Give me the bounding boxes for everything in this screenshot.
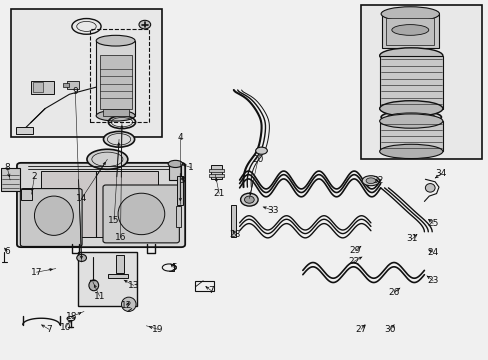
- Ellipse shape: [391, 24, 428, 35]
- Text: 19: 19: [152, 325, 163, 334]
- Bar: [379, 56, 442, 109]
- Bar: [21, 189, 31, 200]
- Text: 6: 6: [4, 247, 10, 256]
- Ellipse shape: [379, 114, 442, 128]
- Bar: [96, 41, 135, 116]
- Bar: [90, 29, 148, 122]
- Ellipse shape: [168, 160, 183, 167]
- Text: 33: 33: [266, 206, 278, 215]
- Text: 26: 26: [388, 288, 399, 297]
- Ellipse shape: [77, 254, 86, 261]
- Ellipse shape: [87, 149, 127, 169]
- FancyBboxPatch shape: [103, 185, 179, 243]
- Bar: [30, 81, 54, 94]
- Text: 7: 7: [208, 286, 214, 295]
- Ellipse shape: [96, 35, 135, 46]
- Bar: [116, 255, 124, 273]
- Bar: [100, 55, 131, 109]
- Bar: [78, 252, 136, 306]
- Bar: [16, 127, 33, 134]
- Bar: [176, 206, 181, 227]
- Text: 22: 22: [347, 257, 359, 266]
- Bar: [379, 121, 442, 152]
- Text: 8: 8: [4, 163, 10, 172]
- Bar: [177, 176, 183, 205]
- Bar: [67, 81, 79, 89]
- Bar: [209, 174, 224, 177]
- Text: 29: 29: [349, 246, 360, 255]
- Text: 18: 18: [66, 312, 78, 321]
- Text: 7: 7: [46, 325, 52, 334]
- Text: 10: 10: [60, 323, 71, 332]
- Ellipse shape: [379, 101, 442, 116]
- Bar: [63, 83, 69, 87]
- Text: 14: 14: [76, 194, 87, 203]
- Text: 34: 34: [435, 169, 446, 178]
- FancyBboxPatch shape: [20, 189, 82, 247]
- Text: 12: 12: [121, 301, 132, 310]
- Ellipse shape: [379, 144, 442, 158]
- Bar: [102, 109, 128, 116]
- Ellipse shape: [380, 111, 441, 123]
- Text: 20: 20: [252, 155, 263, 164]
- Ellipse shape: [380, 7, 439, 21]
- Ellipse shape: [34, 196, 73, 235]
- Ellipse shape: [89, 280, 99, 291]
- FancyBboxPatch shape: [17, 163, 185, 247]
- Bar: [381, 14, 438, 48]
- Text: 30: 30: [384, 325, 395, 334]
- Text: 16: 16: [115, 233, 126, 242]
- Ellipse shape: [366, 178, 375, 184]
- Ellipse shape: [255, 147, 267, 154]
- Text: 3: 3: [179, 176, 185, 185]
- Bar: [11, 9, 162, 137]
- Ellipse shape: [96, 111, 135, 121]
- Ellipse shape: [121, 297, 136, 311]
- Text: 15: 15: [108, 216, 120, 225]
- Bar: [209, 168, 224, 172]
- Text: 5: 5: [171, 263, 177, 272]
- Ellipse shape: [379, 48, 442, 64]
- Ellipse shape: [425, 184, 434, 192]
- Ellipse shape: [362, 176, 379, 186]
- Bar: [1, 168, 20, 192]
- Text: 1: 1: [188, 163, 194, 172]
- Ellipse shape: [244, 196, 254, 203]
- Text: 21: 21: [213, 189, 224, 198]
- Bar: [195, 281, 214, 292]
- Text: 28: 28: [228, 230, 240, 239]
- Bar: [211, 165, 222, 179]
- Bar: [108, 274, 127, 278]
- Ellipse shape: [118, 193, 164, 235]
- Text: 2: 2: [32, 172, 37, 181]
- Text: 17: 17: [31, 268, 42, 277]
- Bar: [41, 171, 158, 237]
- Text: 27: 27: [355, 325, 366, 334]
- Ellipse shape: [240, 193, 258, 206]
- Text: 32: 32: [372, 176, 383, 185]
- Text: 24: 24: [427, 248, 438, 257]
- Bar: [385, 18, 433, 45]
- Text: 9: 9: [72, 87, 78, 96]
- Bar: [231, 205, 235, 237]
- Ellipse shape: [139, 20, 150, 29]
- Text: 13: 13: [128, 281, 139, 290]
- Text: 25: 25: [427, 219, 438, 228]
- Text: 31: 31: [406, 234, 417, 243]
- Ellipse shape: [103, 131, 134, 147]
- Text: 11: 11: [94, 292, 105, 301]
- Bar: [33, 82, 42, 93]
- Text: 23: 23: [427, 276, 438, 285]
- Text: 4: 4: [177, 132, 183, 141]
- Bar: [169, 164, 181, 180]
- Bar: [361, 5, 481, 159]
